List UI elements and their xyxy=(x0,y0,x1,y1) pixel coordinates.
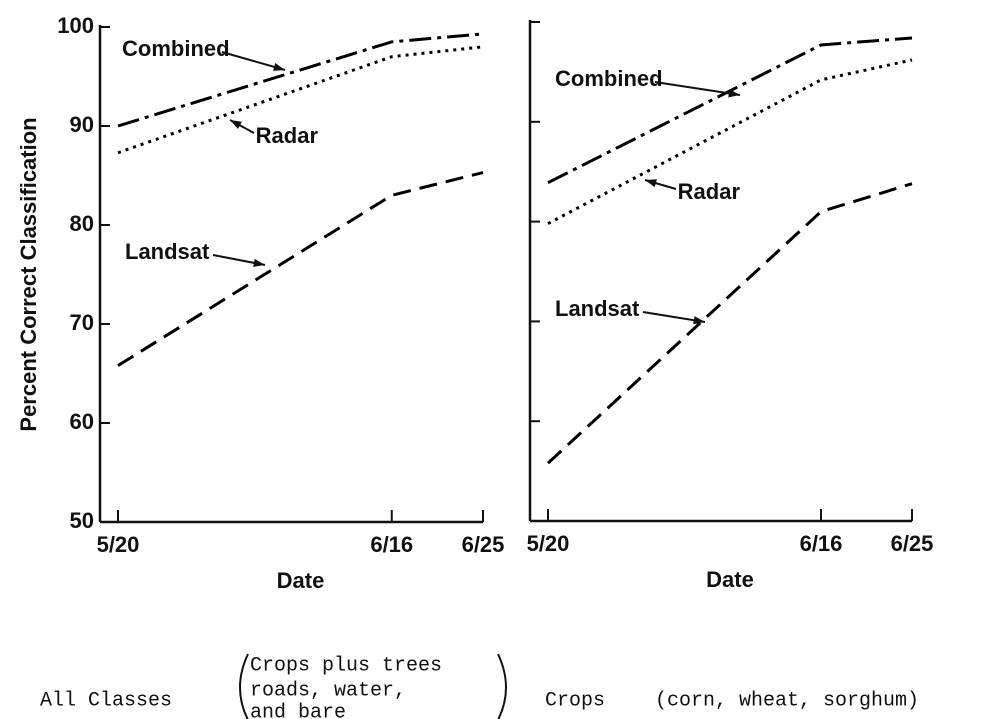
arrow-head xyxy=(273,62,285,71)
y-axis-label: Percent Correct Classification xyxy=(16,117,41,431)
series-label: Landsat xyxy=(555,296,640,321)
arrow-head xyxy=(693,316,705,325)
caption-detail: and bare xyxy=(250,701,346,719)
series-line xyxy=(547,36,913,185)
series-label: Combined xyxy=(555,66,663,91)
caption-detail: roads, water, xyxy=(250,679,406,702)
x-tick-label: 6/16 xyxy=(370,532,413,557)
x-tick-label: 6/25 xyxy=(462,532,505,557)
caption-detail: Crops plus trees xyxy=(250,654,442,677)
x-axis-label: Date xyxy=(706,567,754,592)
x-tick-label: 6/25 xyxy=(891,531,934,556)
arrow-head xyxy=(253,258,265,267)
arrow xyxy=(654,81,741,96)
series-label: Radar xyxy=(678,179,741,204)
paren xyxy=(497,653,507,719)
arrow-head xyxy=(230,120,242,129)
caption: Crops xyxy=(545,689,605,712)
series-label: Combined xyxy=(122,36,230,61)
series-line xyxy=(117,45,484,155)
series-line xyxy=(117,171,484,367)
series-line xyxy=(547,58,913,225)
y-tick-label: 100 xyxy=(57,13,94,38)
x-axis-label: Date xyxy=(277,568,325,593)
y-tick-label: 60 xyxy=(70,409,94,434)
y-tick-label: 80 xyxy=(70,211,94,236)
arrow-head xyxy=(645,179,657,188)
series-line xyxy=(546,182,913,465)
series-label: Radar xyxy=(256,123,319,148)
paren xyxy=(239,653,249,719)
x-tick-label: 6/16 xyxy=(800,531,843,556)
y-tick-label: 70 xyxy=(70,310,94,335)
series-line xyxy=(117,32,484,128)
caption-detail: (corn, wheat, sorghum) xyxy=(655,689,919,712)
y-tick-label: 90 xyxy=(70,112,94,137)
x-tick-label: 5/20 xyxy=(97,532,140,557)
caption: All Classes xyxy=(40,689,172,712)
y-tick-label: 50 xyxy=(70,508,94,533)
series-label: Landsat xyxy=(125,239,210,264)
arrow-head xyxy=(728,89,740,98)
x-tick-label: 5/20 xyxy=(527,531,570,556)
